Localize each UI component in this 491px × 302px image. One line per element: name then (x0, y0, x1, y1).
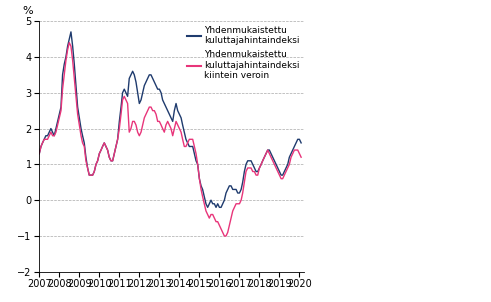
Text: %: % (22, 6, 33, 16)
Legend: Yhdenmukaistettu
kuluttajahintaindeksi, Yhdenmukaistettu
kuluttajahintaindeksi
k: Yhdenmukaistettu kuluttajahintaindeksi, … (187, 26, 300, 80)
